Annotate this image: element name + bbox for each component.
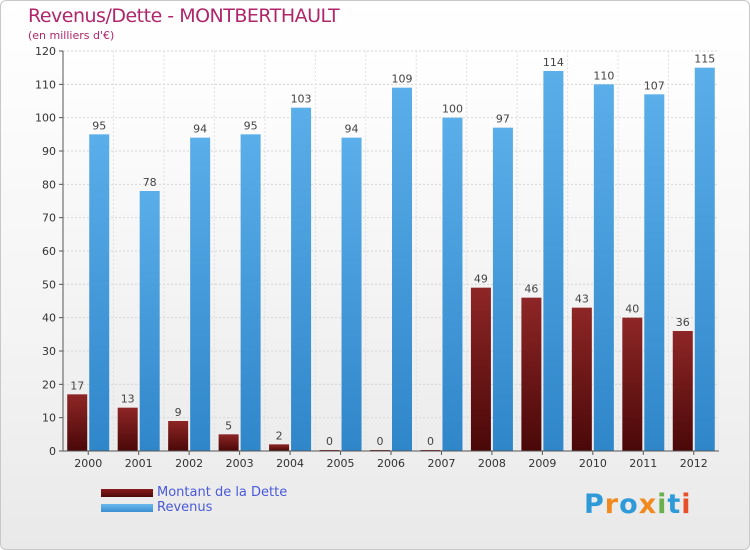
y-tick-label: 10 <box>42 412 56 425</box>
x-tick-label: 2004 <box>276 457 304 470</box>
bar-revenue-2001 <box>139 191 160 451</box>
bar-debt-2009 <box>521 297 542 451</box>
logo-letter: i <box>657 489 668 520</box>
bar-revenue-2008 <box>492 127 513 452</box>
y-tick-label: 100 <box>35 112 56 125</box>
legend-swatch-debt <box>101 489 153 497</box>
data-label-debt-2004: 2 <box>276 429 283 442</box>
y-tick-label: 80 <box>42 178 56 191</box>
y-tick-label: 90 <box>42 145 56 158</box>
bar-revenue-2003 <box>240 134 261 452</box>
data-label-debt-2011: 40 <box>625 303 639 316</box>
proxiti-logo: Proxiti <box>584 489 692 520</box>
legend-label-revenue: Revenus <box>157 500 213 515</box>
data-label-debt-2009: 46 <box>524 283 538 296</box>
bar-debt-2002 <box>168 421 189 451</box>
x-tick-label: 2002 <box>175 457 203 470</box>
bar-revenue-2002 <box>190 137 211 451</box>
bar-revenue-2012 <box>694 67 715 452</box>
bar-revenue-2010 <box>593 84 614 451</box>
bar-revenue-2007 <box>442 117 463 452</box>
logo-letter: x <box>638 489 658 520</box>
data-label-debt-2002: 9 <box>175 406 182 419</box>
y-tick-label: 110 <box>35 78 56 91</box>
data-label-debt-2008: 49 <box>474 273 488 286</box>
data-label-debt-2010: 43 <box>575 293 589 306</box>
x-tick-label: 2006 <box>377 457 405 470</box>
y-tick-label: 70 <box>42 212 56 225</box>
x-tick-label: 2012 <box>680 457 708 470</box>
x-tick-label: 2008 <box>478 457 506 470</box>
y-tick-label: 120 <box>35 45 56 58</box>
data-label-debt-2001: 13 <box>121 393 135 406</box>
logo-letter: o <box>619 489 639 520</box>
data-label-debt-2006: 0 <box>377 435 384 448</box>
data-label-revenue-2000: 95 <box>92 119 106 132</box>
bar-revenue-2011 <box>644 94 665 451</box>
bar-revenue-2000 <box>89 134 110 452</box>
data-label-debt-2012: 36 <box>676 316 690 329</box>
x-tick-label: 2011 <box>629 457 657 470</box>
data-label-revenue-2001: 78 <box>143 176 157 189</box>
data-label-revenue-2005: 94 <box>345 123 359 136</box>
chart-subtitle: (en milliers d'€) <box>28 29 115 42</box>
data-label-debt-2007: 0 <box>427 435 434 448</box>
bar-revenue-2004 <box>291 107 312 452</box>
data-label-revenue-2008: 97 <box>496 113 510 126</box>
legend-swatch-revenue <box>101 504 153 512</box>
logo-letter: i <box>681 489 692 520</box>
chart-title: Revenus/Dette - MONTBERTHAULT <box>28 5 340 27</box>
data-label-revenue-2010: 110 <box>593 69 614 82</box>
data-label-revenue-2011: 107 <box>644 79 665 92</box>
bar-debt-2004 <box>269 444 290 451</box>
y-tick-label: 20 <box>42 378 56 391</box>
bar-debt-2011 <box>622 317 643 451</box>
data-label-revenue-2004: 103 <box>291 93 312 106</box>
bar-debt-2000 <box>67 394 88 451</box>
x-tick-label: 2007 <box>427 457 455 470</box>
bar-debt-2003 <box>218 434 239 451</box>
data-label-revenue-2002: 94 <box>193 123 207 136</box>
data-label-revenue-2006: 109 <box>392 73 413 86</box>
data-label-debt-2003: 5 <box>225 419 232 432</box>
logo-letter: P <box>584 489 605 520</box>
x-tick-label: 2010 <box>579 457 607 470</box>
bar-revenue-2006 <box>392 87 412 452</box>
logo-letter: r <box>604 489 620 520</box>
legend-label-debt: Montant de la Dette <box>157 485 288 500</box>
x-tick-label: 2009 <box>528 457 556 470</box>
data-label-revenue-2007: 100 <box>442 103 463 116</box>
data-label-revenue-2012: 115 <box>694 53 715 66</box>
bar-debt-2008 <box>470 287 491 451</box>
x-tick-label: 2001 <box>125 457 153 470</box>
data-label-revenue-2009: 114 <box>543 56 564 69</box>
y-tick-label: 40 <box>42 312 56 325</box>
x-tick-label: 2003 <box>226 457 254 470</box>
bar-debt-2010 <box>571 307 592 451</box>
x-tick-label: 2000 <box>74 457 102 470</box>
y-tick-label: 50 <box>42 278 56 291</box>
bar-debt-2012 <box>672 331 693 451</box>
y-tick-label: 0 <box>49 445 56 458</box>
y-tick-label: 60 <box>42 245 56 258</box>
bar-revenue-2005 <box>341 137 362 451</box>
data-label-debt-2000: 17 <box>70 379 84 392</box>
bar-debt-2001 <box>117 407 138 451</box>
x-tick-label: 2005 <box>327 457 355 470</box>
y-tick-label: 30 <box>42 345 56 358</box>
data-label-debt-2005: 0 <box>326 435 333 448</box>
bar-revenue-2009 <box>543 71 564 451</box>
data-label-revenue-2003: 95 <box>244 119 258 132</box>
logo-letter: t <box>667 489 682 520</box>
